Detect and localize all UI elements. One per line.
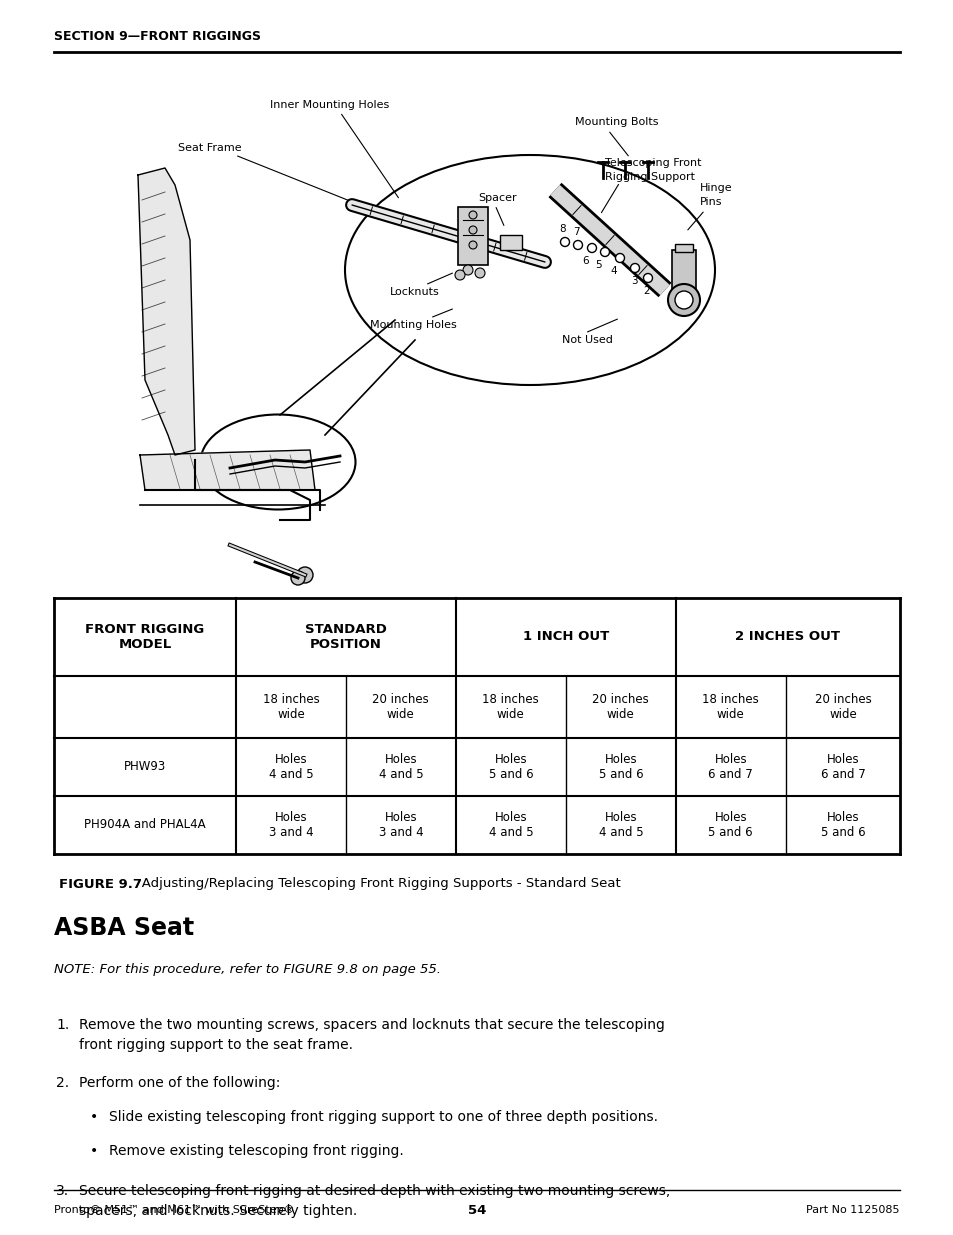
FancyBboxPatch shape xyxy=(457,207,488,266)
Text: 1 INCH OUT: 1 INCH OUT xyxy=(522,631,608,643)
Text: 3: 3 xyxy=(630,275,637,287)
Text: 7: 7 xyxy=(572,227,578,237)
Circle shape xyxy=(296,567,313,583)
Text: 54: 54 xyxy=(467,1203,486,1216)
Polygon shape xyxy=(140,450,314,490)
Text: PH904A and PHAL4A: PH904A and PHAL4A xyxy=(84,819,206,831)
Text: ASBA Seat: ASBA Seat xyxy=(54,916,193,940)
Text: Slide existing telescoping front rigging support to one of three depth positions: Slide existing telescoping front rigging… xyxy=(109,1110,658,1124)
Text: Holes
4 and 5: Holes 4 and 5 xyxy=(488,811,533,839)
Text: Locknuts: Locknuts xyxy=(390,287,439,296)
Text: 8: 8 xyxy=(559,224,566,233)
Circle shape xyxy=(244,464,252,472)
FancyBboxPatch shape xyxy=(499,235,521,249)
Circle shape xyxy=(462,266,473,275)
Text: Remove existing telescoping front rigging.: Remove existing telescoping front riggin… xyxy=(109,1144,403,1158)
Text: 18 inches
wide: 18 inches wide xyxy=(262,693,319,721)
Text: 3.: 3. xyxy=(56,1184,69,1198)
Text: 20 inches
wide: 20 inches wide xyxy=(814,693,870,721)
Circle shape xyxy=(630,263,639,273)
FancyBboxPatch shape xyxy=(675,245,692,252)
Text: 6: 6 xyxy=(582,256,589,266)
Text: Pronto® M51™ and M61™ with SureStep®: Pronto® M51™ and M61™ with SureStep® xyxy=(54,1205,294,1215)
Text: Hinge
Pins: Hinge Pins xyxy=(700,184,732,206)
Circle shape xyxy=(573,241,582,249)
Text: FIGURE 9.7: FIGURE 9.7 xyxy=(59,878,142,890)
Circle shape xyxy=(469,211,476,219)
Bar xyxy=(54,598,899,853)
Text: Holes
3 and 4: Holes 3 and 4 xyxy=(269,811,313,839)
Text: Mounting Bolts: Mounting Bolts xyxy=(575,117,658,127)
Text: 2 INCHES OUT: 2 INCHES OUT xyxy=(735,631,840,643)
Text: Mounting Holes: Mounting Holes xyxy=(370,320,456,330)
Text: Part No 1125085: Part No 1125085 xyxy=(805,1205,899,1215)
Text: 18 inches
wide: 18 inches wide xyxy=(482,693,538,721)
Text: 5: 5 xyxy=(595,261,601,270)
Circle shape xyxy=(455,270,464,280)
Text: Holes
4 and 5: Holes 4 and 5 xyxy=(269,753,313,781)
Text: 18 inches
wide: 18 inches wide xyxy=(701,693,759,721)
Polygon shape xyxy=(138,168,194,454)
Text: 2.: 2. xyxy=(56,1076,69,1091)
Circle shape xyxy=(587,243,596,252)
Text: NOTE: For this procedure, refer to FIGURE 9.8 on page 55.: NOTE: For this procedure, refer to FIGUR… xyxy=(54,963,440,977)
Text: Holes
5 and 6: Holes 5 and 6 xyxy=(488,753,533,781)
Text: Holes
4 and 5: Holes 4 and 5 xyxy=(378,753,423,781)
Text: Holes
4 and 5: Holes 4 and 5 xyxy=(598,811,642,839)
Circle shape xyxy=(469,226,476,233)
Text: 2: 2 xyxy=(643,287,650,296)
Text: Holes
5 and 6: Holes 5 and 6 xyxy=(708,811,752,839)
Text: Perform one of the following:: Perform one of the following: xyxy=(79,1076,280,1091)
Circle shape xyxy=(469,241,476,249)
Text: STANDARD
POSITION: STANDARD POSITION xyxy=(305,622,386,651)
Text: Not Used: Not Used xyxy=(561,335,612,345)
Text: Inner Mounting Holes: Inner Mounting Holes xyxy=(270,100,389,110)
Text: Spacer: Spacer xyxy=(477,193,517,203)
Circle shape xyxy=(475,268,484,278)
Text: 1.: 1. xyxy=(56,1018,70,1032)
Text: Holes
5 and 6: Holes 5 and 6 xyxy=(598,753,642,781)
Text: Remove the two mounting screws, spacers and locknuts that secure the telescoping: Remove the two mounting screws, spacers … xyxy=(79,1018,664,1051)
Circle shape xyxy=(291,571,305,585)
Circle shape xyxy=(615,253,624,263)
Text: Seat Frame: Seat Frame xyxy=(178,143,241,153)
Text: Holes
5 and 6: Holes 5 and 6 xyxy=(820,811,864,839)
Text: Adjusting/Replacing Telescoping Front Rigging Supports - Standard Seat: Adjusting/Replacing Telescoping Front Ri… xyxy=(129,878,620,890)
Circle shape xyxy=(643,273,652,283)
Text: Secure telescoping front rigging at desired depth with existing two mounting scr: Secure telescoping front rigging at desi… xyxy=(79,1184,670,1218)
Circle shape xyxy=(599,247,609,257)
Text: 20 inches
wide: 20 inches wide xyxy=(372,693,429,721)
Text: •: • xyxy=(90,1144,98,1158)
Circle shape xyxy=(675,291,692,309)
Text: SECTION 9—FRONT RIGGINGS: SECTION 9—FRONT RIGGINGS xyxy=(54,30,261,42)
Text: Holes
6 and 7: Holes 6 and 7 xyxy=(820,753,864,781)
Text: Holes
6 and 7: Holes 6 and 7 xyxy=(708,753,752,781)
Text: FRONT RIGGING
MODEL: FRONT RIGGING MODEL xyxy=(85,622,204,651)
FancyBboxPatch shape xyxy=(671,249,696,294)
Text: •: • xyxy=(90,1110,98,1124)
Circle shape xyxy=(667,284,700,316)
Text: Holes
3 and 4: Holes 3 and 4 xyxy=(378,811,423,839)
Text: PHW93: PHW93 xyxy=(124,761,166,773)
Text: 4: 4 xyxy=(610,266,617,275)
Text: Telescoping Front
Rigging Support: Telescoping Front Rigging Support xyxy=(604,158,700,182)
Text: 20 inches
wide: 20 inches wide xyxy=(592,693,648,721)
Circle shape xyxy=(231,467,239,475)
Circle shape xyxy=(560,237,569,247)
